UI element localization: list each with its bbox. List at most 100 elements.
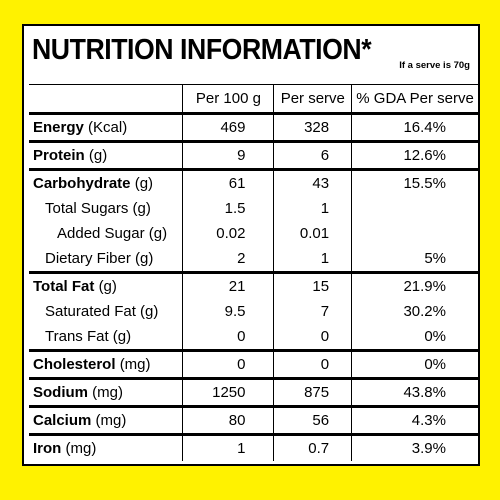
value-cell: 9.5 <box>182 299 274 324</box>
value: 1 <box>320 200 330 217</box>
header-blank <box>29 84 183 114</box>
nutrient-label: Cholesterol (mg) <box>29 349 183 379</box>
value: 21 <box>228 278 246 295</box>
value-cell: 80 <box>182 405 274 435</box>
value: 0% <box>424 356 446 373</box>
nutrient-label: Sodium (mg) <box>29 377 183 407</box>
value-cell: 30.2% <box>351 299 478 324</box>
nutrient-name: Total Fat <box>33 278 95 295</box>
nutrient-unit: (Kcal) <box>88 119 128 136</box>
value: 0 <box>320 328 330 345</box>
nutrient-row: Dietary Fiber (g) 2 1 5% <box>29 246 478 273</box>
title: NUTRITION INFORMATION* <box>32 34 372 66</box>
nutrient-name: Dietary Fiber (g) <box>45 250 154 267</box>
nutrition-panel: NUTRITION INFORMATION* If a serve is 70g… <box>22 24 480 466</box>
value: 0 <box>237 328 246 345</box>
nutrient-unit: (g) <box>88 147 108 164</box>
nutrient-row: Carbohydrate (g) 61 43 15.5% <box>29 168 478 196</box>
value: 15.5% <box>403 175 446 192</box>
value-cell: 469 <box>182 112 274 142</box>
value-cell: 0% <box>351 349 478 379</box>
nutrient-name: Energy <box>33 119 84 136</box>
value-cell: 5% <box>351 246 478 273</box>
nutrient-label: Carbohydrate (g) <box>29 168 183 196</box>
value: 0.02 <box>216 225 246 242</box>
nutrient-unit: (g) <box>134 175 154 192</box>
nutrient-name: Iron <box>33 440 62 457</box>
nutrient-label: Saturated Fat (g) <box>29 299 183 324</box>
value: 9 <box>237 147 246 164</box>
value-cell: 328 <box>273 112 352 142</box>
nutrient-label: Added Sugar (g) <box>29 221 183 246</box>
value-cell: 16.4% <box>351 112 478 142</box>
value: 0.01 <box>299 225 330 242</box>
value: 9.5 <box>224 303 246 320</box>
nutrient-label: Dietary Fiber (g) <box>29 246 183 273</box>
value-cell: 15.5% <box>351 168 478 196</box>
value-cell: 1 <box>273 246 352 273</box>
value-cell: 12.6% <box>351 140 478 170</box>
value-cell: 6 <box>273 140 352 170</box>
value-cell: 56 <box>273 405 352 435</box>
value-cell: 1250 <box>182 377 274 407</box>
value: 0 <box>320 356 330 373</box>
serve-note: If a serve is 70g <box>399 60 470 71</box>
value: 0 <box>237 356 246 373</box>
value: 3.9% <box>411 440 446 457</box>
nutrient-label: Total Fat (g) <box>29 271 183 299</box>
value-cell: 1 <box>182 433 274 461</box>
nutrient-row: Sodium (mg) 1250 875 43.8% <box>29 377 478 407</box>
nutrient-name: Protein <box>33 147 85 164</box>
value: 875 <box>304 384 330 401</box>
value: 469 <box>220 119 246 136</box>
value: 0% <box>424 328 446 345</box>
nutrient-name: Cholesterol <box>33 356 116 373</box>
value-cell: 0% <box>351 324 478 351</box>
value: 16.4% <box>403 119 446 136</box>
value: 12.6% <box>403 147 446 164</box>
column-header: % GDA Per serve <box>351 84 478 114</box>
value: 15 <box>312 278 330 295</box>
nutrient-name: Added Sugar (g) <box>57 225 168 242</box>
nutrient-name: Calcium <box>33 412 92 429</box>
nutrient-unit: (mg) <box>95 412 127 429</box>
value-cell: 0.02 <box>182 221 274 246</box>
value-cell: 4.3% <box>351 405 478 435</box>
column-header: Per 100 g <box>182 84 274 114</box>
nutrient-row: Iron (mg) 1 0.7 3.9% <box>29 433 478 461</box>
nutrient-row: Energy (Kcal) 469 328 16.4% <box>29 112 478 142</box>
nutrient-row: Saturated Fat (g) 9.5 7 30.2% <box>29 299 478 324</box>
nutrient-unit: (mg) <box>65 440 97 457</box>
value-cell: 21.9% <box>351 271 478 299</box>
value-cell: 1 <box>273 196 352 221</box>
value: 1 <box>237 440 246 457</box>
value: 56 <box>312 412 330 429</box>
value: 1250 <box>212 384 246 401</box>
value-cell: 9 <box>182 140 274 170</box>
nutrient-row: Total Fat (g) 21 15 21.9% <box>29 271 478 299</box>
nutrient-row: Total Sugars (g) 1.5 1 <box>29 196 478 221</box>
value: 0.7 <box>308 440 330 457</box>
nutrient-name: Sodium <box>33 384 88 401</box>
value-cell: 2 <box>182 246 274 273</box>
value: 43 <box>312 175 330 192</box>
value-cell: 15 <box>273 271 352 299</box>
value-cell <box>351 221 478 246</box>
nutrient-unit: (mg) <box>119 356 151 373</box>
value-cell: 61 <box>182 168 274 196</box>
value-cell: 1.5 <box>182 196 274 221</box>
value-cell: 0 <box>182 324 274 351</box>
header-row: Per 100 g Per serve% GDA Per serve <box>29 84 478 114</box>
nutrient-label: Iron (mg) <box>29 433 183 461</box>
nutrient-name: Trans Fat (g) <box>45 328 132 345</box>
value: 4.3% <box>411 412 446 429</box>
nutrient-row: Protein (g) 9 6 12.6% <box>29 140 478 170</box>
nutrient-label: Calcium (mg) <box>29 405 183 435</box>
value-cell: 43 <box>273 168 352 196</box>
nutrient-name: Carbohydrate <box>33 175 131 192</box>
value: 61 <box>228 175 246 192</box>
value-cell: 3.9% <box>351 433 478 461</box>
value-cell: 21 <box>182 271 274 299</box>
value: 30.2% <box>403 303 446 320</box>
